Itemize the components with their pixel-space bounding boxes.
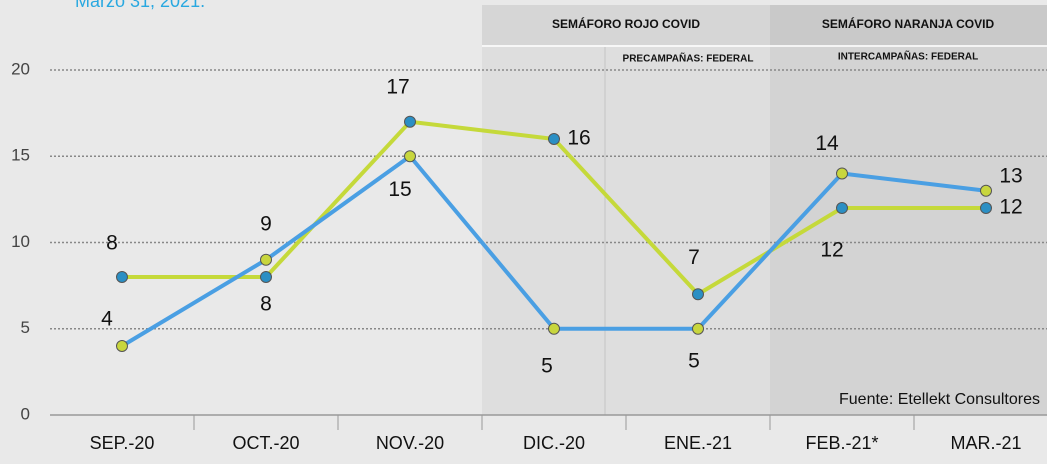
data-label: 5 [688,349,700,372]
header-red [482,5,770,45]
point-marker [692,322,704,335]
point-marker [260,253,272,266]
point-marker [404,115,416,128]
source: Fuente: Etellekt Consultores [839,391,1040,408]
y-tick-label: 15 [11,146,30,165]
annotation: INTERCAMPAÑAS: FEDERAL [838,50,978,63]
data-label: 8 [260,293,272,316]
data-label: 12 [820,239,843,262]
annotation: PRECAMPAÑAS: FEDERAL [623,52,754,65]
data-label: 17 [386,75,409,98]
header-orange [770,5,1047,45]
point-marker [548,322,560,335]
data-label: 9 [260,212,272,235]
data-label: 5 [541,354,553,377]
point-marker [836,167,848,180]
y-tick-label: 5 [21,318,30,337]
point-marker [980,184,992,197]
point-marker [980,202,992,214]
data-label: 16 [567,127,590,150]
data-label: 13 [999,164,1022,187]
point-marker [116,340,128,352]
data-label: 8 [106,232,118,255]
annotation: SEMÁFORO NARANJA COVID [822,16,995,31]
data-label: 7 [688,246,700,269]
point-marker [260,271,272,283]
point-marker [116,271,128,283]
x-tick-label: SEP.-20 [90,433,155,453]
point-marker [404,150,416,163]
point-marker [692,288,704,301]
x-tick-label: FEB.-21* [805,433,878,453]
point-marker [836,202,848,214]
data-label: 15 [388,178,411,201]
y-tick-label: 10 [11,232,30,251]
y-tick-label: 20 [11,59,30,78]
point-marker [548,133,560,145]
x-tick-label: MAR.-21 [950,433,1021,453]
x-tick-label: OCT.-20 [232,433,299,453]
subtitle: Marzo 31, 2021. [75,0,205,11]
x-tick-label: ENE.-21 [664,433,732,453]
data-label: 14 [815,132,839,155]
annotation: SEMÁFORO ROJO COVID [552,16,700,31]
x-tick-label: DIC.-20 [523,433,585,453]
y-tick-label: 0 [21,404,30,423]
band-red [482,5,770,415]
data-label: 12 [999,196,1022,219]
data-label: 4 [101,308,113,331]
x-tick-label: NOV.-20 [376,433,444,453]
